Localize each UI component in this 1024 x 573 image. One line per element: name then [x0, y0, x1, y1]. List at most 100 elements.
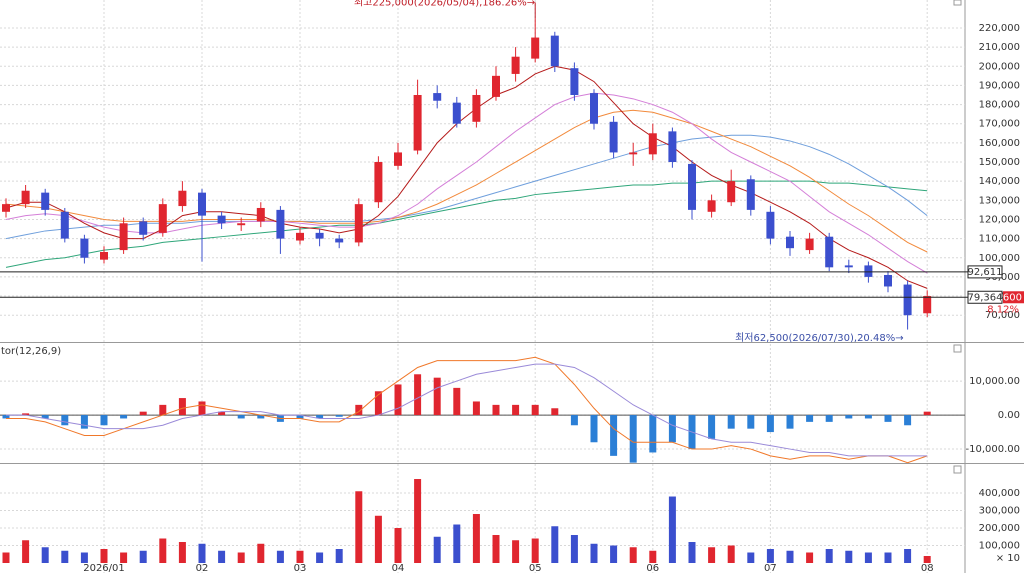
- volume-bar: [864, 552, 872, 563]
- candle-body: [727, 181, 736, 203]
- candle-body: [296, 232, 304, 241]
- candle-body: [433, 93, 442, 101]
- volume-unit: × 10: [996, 553, 1020, 564]
- volume-bar: [806, 552, 814, 563]
- panel-button[interactable]: [953, 465, 962, 474]
- volume-bar: [355, 491, 363, 563]
- candle-body: [825, 236, 834, 268]
- histogram-bar: [649, 415, 657, 453]
- candle-body: [707, 200, 716, 212]
- histogram-bar: [374, 391, 382, 416]
- candle-body: [413, 94, 422, 151]
- price-box: [1003, 291, 1024, 304]
- volume-bar: [923, 556, 931, 563]
- histogram-bar: [923, 411, 931, 416]
- candle-body: [844, 265, 853, 268]
- candle-body: [2, 204, 10, 212]
- y-tick-label: 150,000: [979, 157, 1020, 168]
- y-tick-label: 190,000: [979, 80, 1020, 91]
- volume-bar: [845, 550, 853, 563]
- volume-bar: [257, 543, 265, 563]
- candle-body: [374, 162, 383, 203]
- histogram-bar: [845, 415, 853, 419]
- candle-body: [590, 93, 598, 124]
- volume-bar: [100, 549, 108, 563]
- volume-bar: [453, 524, 461, 563]
- histogram-bar: [61, 415, 69, 426]
- volume-bar: [512, 540, 520, 563]
- candle-body: [256, 207, 265, 222]
- candle-body: [276, 209, 285, 239]
- high-annotation: 최고225,000(2026/05/04),186.26%→: [354, 0, 535, 8]
- y-tick-label: 100,000: [979, 541, 1020, 552]
- candle-body: [119, 223, 128, 251]
- reference-box: [967, 265, 1003, 279]
- candle-body: [237, 223, 246, 226]
- candle-body: [766, 211, 775, 239]
- x-tick-label: 08: [921, 563, 934, 573]
- candle-body: [100, 252, 108, 260]
- volume-bar: [335, 549, 343, 563]
- candle-body: [805, 238, 814, 251]
- y-tick-label: 120,000: [979, 214, 1020, 225]
- candle-body: [198, 192, 206, 216]
- panel-button[interactable]: [953, 0, 962, 6]
- volume-bar: [237, 552, 245, 563]
- panel-button[interactable]: [953, 344, 962, 353]
- candle-body: [923, 296, 932, 314]
- histogram-bar: [198, 401, 206, 416]
- volume-bar: [120, 552, 128, 563]
- volume-bar: [570, 535, 578, 563]
- histogram-bar: [159, 404, 167, 416]
- candle-body: [492, 75, 500, 97]
- histogram-bar: [355, 404, 363, 416]
- histogram-bar: [296, 415, 304, 419]
- y-tick-label: 160,000: [979, 138, 1020, 149]
- volume-bar: [825, 549, 833, 563]
- candle-body: [511, 56, 520, 74]
- candle-body: [158, 204, 167, 233]
- volume-bar: [2, 552, 10, 563]
- volume-bar: [766, 549, 774, 563]
- volume-bar: [590, 543, 598, 563]
- y-tick-label: 110,000: [979, 234, 1020, 245]
- y-tick-label: 210,000: [979, 42, 1020, 53]
- volume-bar: [688, 542, 696, 563]
- histogram-bar: [453, 387, 461, 416]
- histogram-bar: [41, 415, 49, 419]
- volume-bar: [41, 547, 49, 563]
- histogram-bar: [218, 411, 226, 416]
- candle-body: [354, 204, 363, 243]
- volume-bar: [531, 538, 539, 563]
- histogram-bar: [512, 404, 520, 416]
- candle-body: [688, 163, 696, 210]
- histogram-bar: [335, 415, 343, 417]
- y-tick-label: 180,000: [979, 100, 1020, 111]
- histogram-bar: [727, 415, 735, 429]
- histogram-bar: [884, 415, 892, 422]
- y-tick-label: 100,000: [979, 253, 1020, 264]
- candle-body: [315, 232, 324, 239]
- volume-bar: [22, 540, 30, 563]
- candle-body: [609, 121, 618, 153]
- y-tick-label: 220,000: [979, 23, 1020, 34]
- volume-bar: [610, 545, 618, 563]
- histogram-bar: [747, 415, 755, 429]
- indicator-line: [5, 180, 928, 268]
- x-tick-label: 07: [764, 563, 777, 573]
- candle-body: [648, 133, 657, 155]
- volume-bar: [727, 545, 735, 563]
- low-annotation: 최저62,500(2026/07/30),20.48%→: [735, 332, 904, 344]
- reference-box: [967, 290, 1003, 304]
- histogram-bar: [766, 415, 774, 433]
- histogram-bar: [551, 408, 559, 416]
- volume-bar: [178, 542, 186, 563]
- histogram-bar: [139, 411, 147, 416]
- change-label: 8.12%: [987, 304, 1019, 315]
- y-tick-label: 200,000: [979, 61, 1020, 72]
- volume-bar: [472, 514, 480, 563]
- y-tick-label: 300,000: [979, 506, 1020, 517]
- volume-bar: [747, 552, 755, 563]
